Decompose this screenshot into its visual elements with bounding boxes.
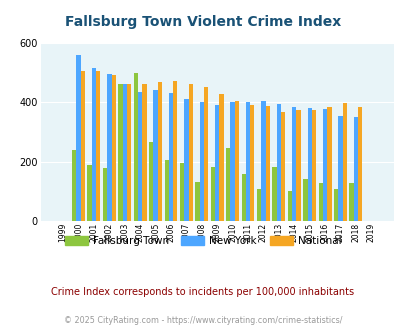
Bar <box>326 107 331 221</box>
Bar <box>72 150 76 221</box>
Legend: Fallsburg Town, New York, National: Fallsburg Town, New York, National <box>60 232 345 250</box>
Bar <box>318 183 322 221</box>
Bar <box>303 179 307 221</box>
Bar <box>87 165 92 221</box>
Bar <box>241 174 245 221</box>
Bar <box>357 107 362 221</box>
Bar <box>149 143 153 221</box>
Bar <box>265 106 269 221</box>
Bar <box>215 105 219 221</box>
Bar <box>287 191 291 221</box>
Bar <box>296 110 300 221</box>
Bar <box>307 108 311 221</box>
Bar <box>280 113 285 221</box>
Bar <box>118 84 122 221</box>
Bar <box>188 83 192 221</box>
Bar <box>107 74 111 221</box>
Bar <box>173 81 177 221</box>
Bar <box>342 103 346 221</box>
Bar <box>76 55 81 221</box>
Text: Fallsburg Town Violent Crime Index: Fallsburg Town Violent Crime Index <box>65 15 340 29</box>
Text: Crime Index corresponds to incidents per 100,000 inhabitants: Crime Index corresponds to incidents per… <box>51 287 354 297</box>
Bar <box>102 168 107 221</box>
Bar <box>168 93 173 221</box>
Bar <box>133 73 138 221</box>
Bar <box>164 160 168 221</box>
Bar <box>353 117 357 221</box>
Bar <box>226 148 230 221</box>
Bar <box>127 84 131 221</box>
Bar <box>291 107 296 221</box>
Bar <box>142 84 146 221</box>
Bar <box>203 87 208 221</box>
Bar <box>234 101 239 221</box>
Bar <box>184 99 188 221</box>
Bar <box>199 102 203 221</box>
Bar <box>210 167 215 221</box>
Bar <box>261 101 265 221</box>
Bar <box>195 182 199 221</box>
Bar <box>138 92 142 221</box>
Bar <box>276 104 280 221</box>
Bar <box>256 189 261 221</box>
Bar <box>311 110 315 221</box>
Bar <box>111 75 115 221</box>
Bar <box>322 109 326 221</box>
Bar <box>333 189 337 221</box>
Bar <box>92 68 96 221</box>
Bar <box>219 94 223 221</box>
Bar <box>96 71 100 221</box>
Text: © 2025 CityRating.com - https://www.cityrating.com/crime-statistics/: © 2025 CityRating.com - https://www.city… <box>64 315 341 325</box>
Bar <box>158 82 162 221</box>
Bar <box>245 102 249 221</box>
Bar <box>81 71 85 221</box>
Bar <box>249 105 254 221</box>
Bar <box>349 183 353 221</box>
Bar <box>272 167 276 221</box>
Bar <box>179 163 184 221</box>
Bar <box>122 84 127 221</box>
Bar <box>337 115 342 221</box>
Bar <box>153 90 158 221</box>
Bar <box>230 102 234 221</box>
